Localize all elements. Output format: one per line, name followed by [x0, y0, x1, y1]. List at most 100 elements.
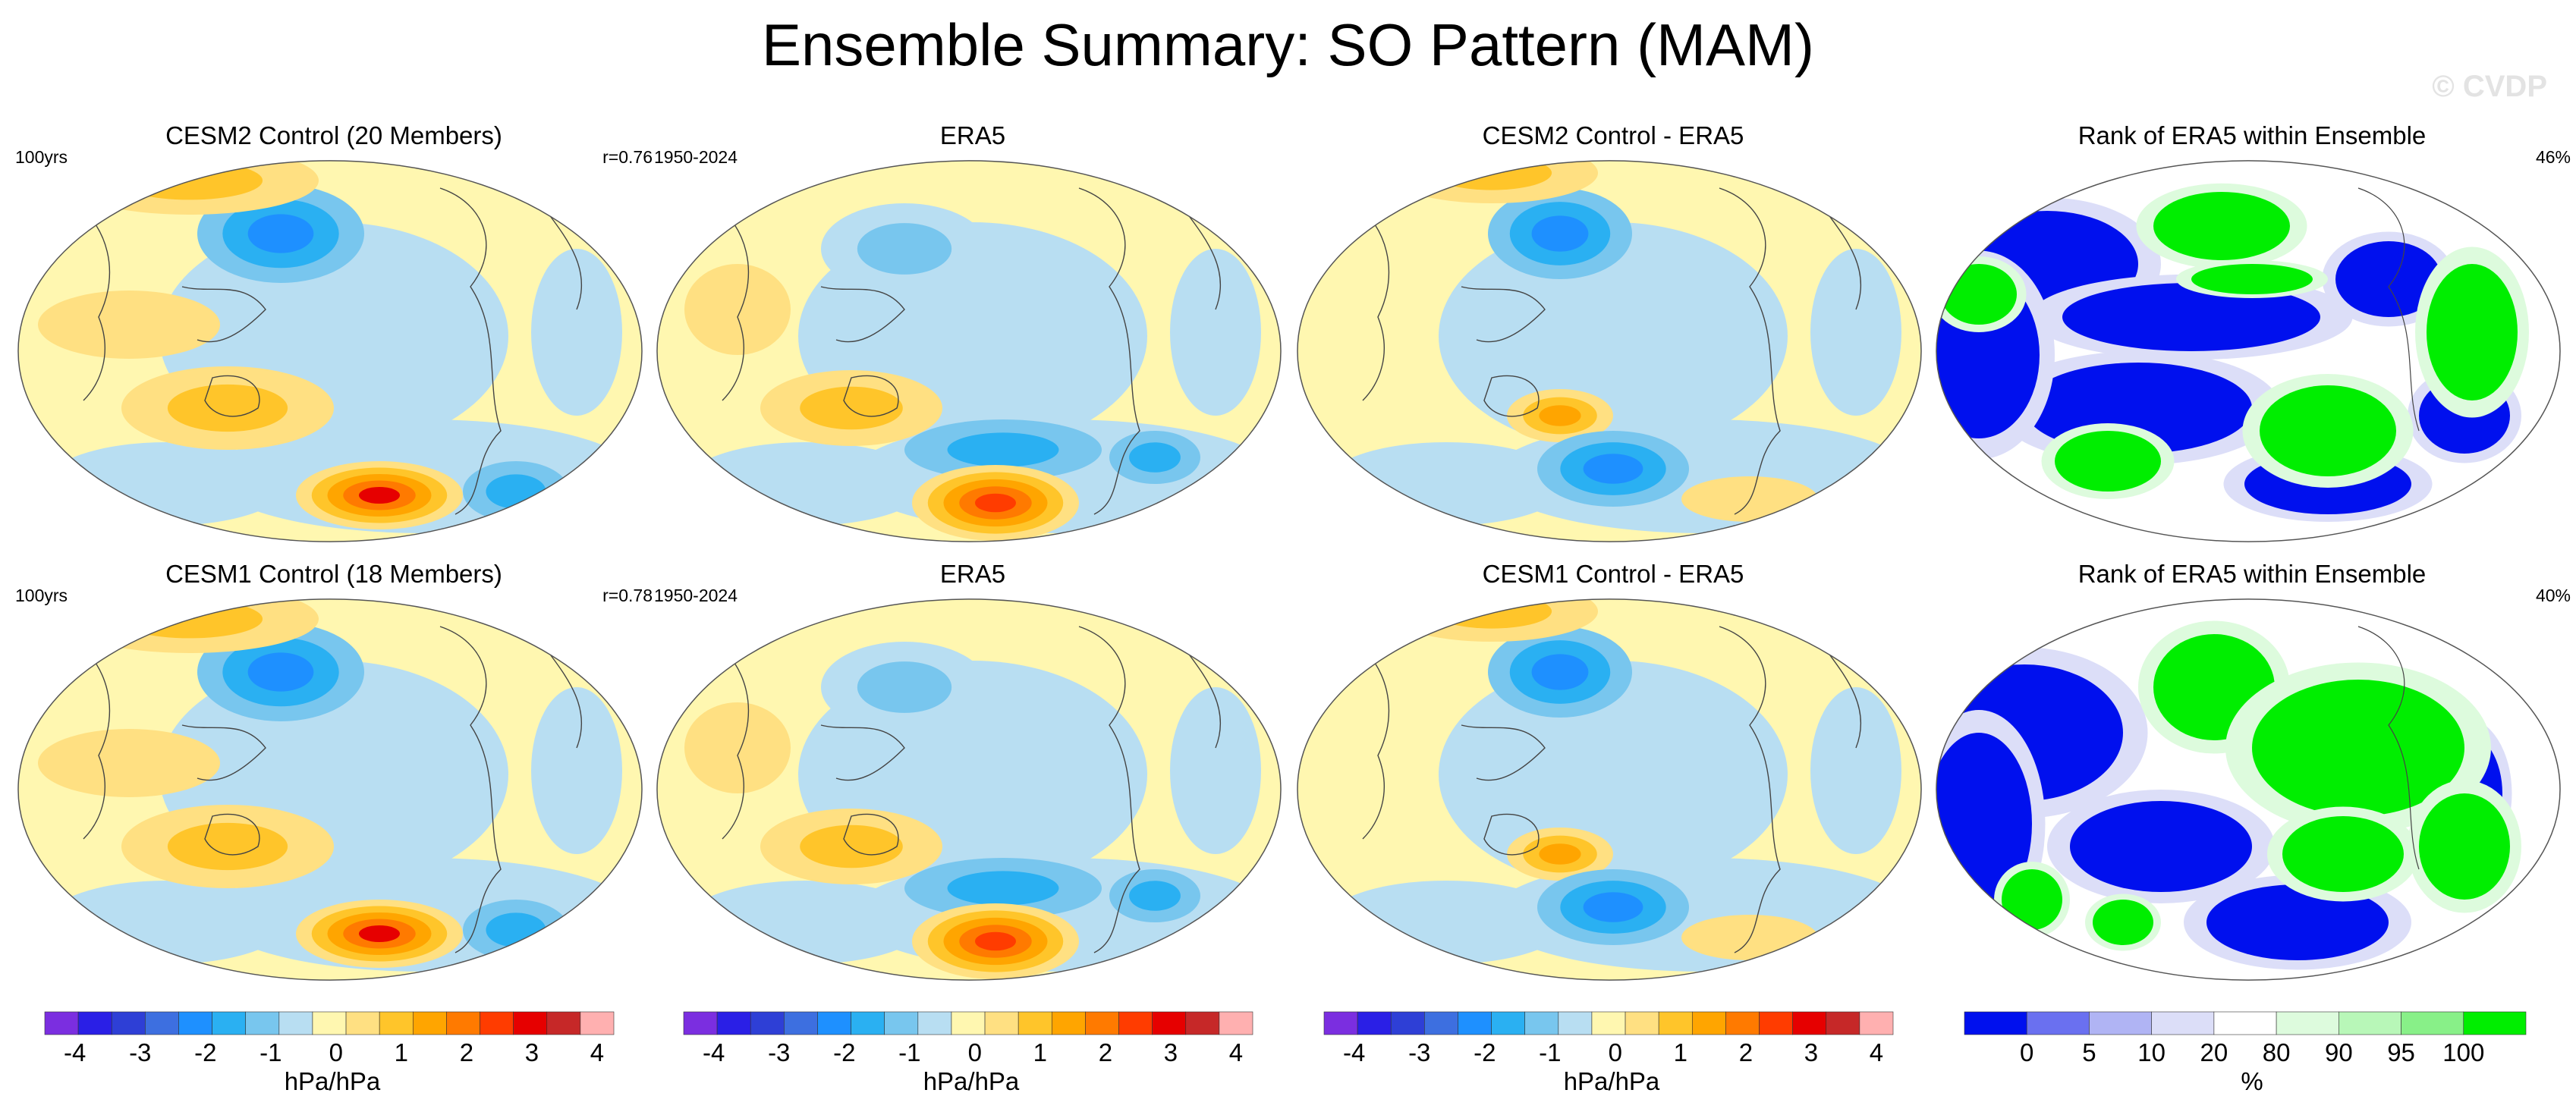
coastline	[181, 286, 266, 343]
colorbar-swatch	[513, 1011, 548, 1035]
coastline	[204, 375, 260, 417]
colorbar-swatch	[884, 1011, 919, 1035]
rank-high-region-level-1	[2002, 869, 2062, 930]
colorbar-tick-label: 0	[329, 1038, 343, 1066]
colorbar-tick-label: -3	[1408, 1038, 1431, 1066]
coastline	[1461, 286, 1546, 343]
colorbar-swatch	[1051, 1011, 1086, 1035]
colorbar-swatch	[312, 1011, 347, 1035]
colorbar-swatch	[278, 1011, 313, 1035]
colorbar-tick-label: 3	[1804, 1038, 1819, 1066]
south-atlantic-low-level-2	[1129, 442, 1181, 473]
colorbar-swatch	[2339, 1011, 2401, 1035]
rank-high-region-level-1	[2252, 680, 2464, 816]
rank-high-region-level-1	[2093, 900, 2153, 945]
colorbar-swatch	[851, 1011, 885, 1035]
south-pacific-high-level-5	[359, 925, 400, 943]
colorbar-tick-label: 10	[2137, 1038, 2166, 1066]
colorbar-swatch	[2089, 1011, 2152, 1035]
south-pacific-high-level-3	[1539, 843, 1581, 865]
colorbar-swatch	[1323, 1011, 1358, 1035]
atlantic-band-level-1	[1810, 687, 1901, 854]
colorbar-tick-label: -1	[1539, 1038, 1562, 1066]
colorbar-tick-label: 1	[394, 1038, 409, 1066]
colorbar-swatch	[1118, 1011, 1153, 1035]
colorbar-swatch	[1591, 1011, 1626, 1035]
map-svg	[1936, 598, 2561, 981]
colorbar-swatch	[984, 1011, 1019, 1035]
colorbar-swatch	[580, 1011, 615, 1035]
colorbar-swatch	[379, 1011, 414, 1035]
coastline	[1483, 375, 1540, 417]
panel-title: CESM2 Control - ERA5	[1482, 121, 1744, 149]
colorbar-units-label: hPa/hPa	[284, 1067, 381, 1095]
map-panel: CESM2 Control (20 Members) 100yrs r=0.76	[15, 121, 653, 546]
panel-left-note: 100yrs	[15, 147, 68, 167]
map-panel: CESM1 Control (18 Members) 100yrs r=0.78	[15, 560, 653, 985]
colorbar-tick-label: 1	[1673, 1038, 1688, 1066]
north-pacific-low-level-2	[857, 661, 952, 713]
south-atlantic-low-level-2	[486, 474, 546, 509]
colorbar-tick-label: 1	[1033, 1038, 1048, 1066]
colorbar-tick-label: -2	[833, 1038, 856, 1066]
north-pacific-low-level-3	[247, 652, 314, 692]
south-atlantic-low-level-2	[1129, 881, 1181, 911]
south-pacific-high-level-5	[359, 486, 400, 504]
colorbar-swatch	[917, 1011, 952, 1035]
colorbar-swatch	[1691, 1011, 1726, 1035]
rank-high-region-level-1	[1941, 264, 2017, 325]
colorbar-swatch	[2463, 1011, 2527, 1035]
map-border	[17, 160, 643, 542]
colorbar-tick-label: 5	[2082, 1038, 2096, 1066]
colorbar-tick-label: -4	[703, 1038, 725, 1066]
panel-right-note: r=0.76	[602, 147, 653, 167]
panel-title: CESM2 Control (20 Members)	[165, 121, 502, 149]
map-border	[1297, 598, 1922, 981]
colorbar-tick-label: 0	[1608, 1038, 1622, 1066]
rank-high-region-level-1	[2419, 793, 2510, 900]
atlantic-band-level-1	[531, 249, 622, 416]
colorbar-tick-label: 4	[1869, 1038, 1884, 1066]
coastline	[1354, 641, 1390, 840]
colorbar-swatch	[1390, 1011, 1425, 1035]
colorbar-swatch	[546, 1011, 581, 1035]
colorbar-swatch	[1658, 1011, 1693, 1035]
colorbar-swatches	[1964, 1011, 2527, 1035]
map-panel: CESM2 Control - ERA5	[1294, 121, 1932, 546]
colorbar-units-label: %	[2241, 1067, 2263, 1095]
panel-title: Rank of ERA5 within Ensemble	[2077, 560, 2427, 588]
colorbar-tick-label: 90	[2324, 1038, 2353, 1066]
panel-right-note: 46%	[2535, 147, 2571, 167]
colorbar-tick-label: 3	[1163, 1038, 1178, 1066]
map-svg	[17, 598, 643, 981]
coastline	[1719, 626, 1781, 953]
atlantic-band-level-1	[1170, 687, 1261, 854]
coastline	[2357, 626, 2420, 870]
coastline	[75, 203, 111, 401]
colorbar-swatches	[1323, 1011, 1894, 1035]
colorbar-swatch	[2213, 1011, 2277, 1035]
rank-high-region-level-1	[2427, 264, 2518, 400]
colorbar-swatch	[784, 1011, 818, 1035]
coastline	[1461, 724, 1546, 781]
colorbar-swatch	[1085, 1011, 1119, 1035]
colorbar-tick-label: 95	[2387, 1038, 2415, 1066]
colorbar-tick-label: 3	[524, 1038, 539, 1066]
colorbar-swatch	[1424, 1011, 1458, 1035]
panel-title: CESM1 Control (18 Members)	[165, 560, 502, 588]
southern-low-level-3	[1583, 892, 1643, 922]
colorbar-swatch	[2401, 1011, 2464, 1035]
colorbar-units-label: hPa/hPa	[1563, 1067, 1660, 1095]
map-svg	[17, 160, 643, 542]
colorbar-swatch	[1725, 1011, 1760, 1035]
colorbar-swatch	[1491, 1011, 1526, 1035]
colorbar-tick-label: -1	[259, 1038, 282, 1066]
colorbar-tick-label: -3	[129, 1038, 152, 1066]
map-svg	[656, 160, 1282, 542]
colorbar-swatch	[1625, 1011, 1659, 1035]
colorbar-swatch	[683, 1011, 718, 1035]
indian-high-level-1	[38, 291, 220, 359]
colorbar-swatch	[1826, 1011, 1860, 1035]
colorbar-swatch	[1152, 1011, 1187, 1035]
colorbar-tick-label: -1	[898, 1038, 921, 1066]
